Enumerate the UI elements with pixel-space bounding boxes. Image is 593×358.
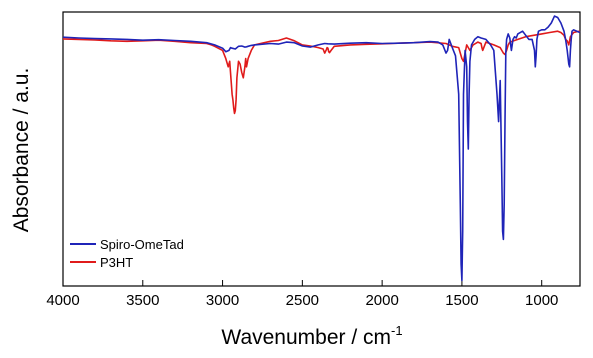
x-tick-label: 2000 — [365, 292, 398, 309]
x-axis-title-superscript: -1 — [391, 323, 403, 338]
x-axis-tick-labels: 4000 3500 3000 2500 2000 1500 1000 — [46, 292, 558, 309]
legend: Spiro-OmeTad P3HT — [70, 237, 184, 270]
x-axis-title: Wavenumber / cm-1 — [221, 323, 402, 349]
x-tick-label: 2500 — [286, 292, 319, 309]
x-tick-label: 3500 — [126, 292, 159, 309]
x-tick-label: 1500 — [445, 292, 478, 309]
x-tick-label: 1000 — [525, 292, 558, 309]
series-layer — [62, 15, 581, 282]
y-axis-title: Absorbance / a.u. — [10, 68, 33, 233]
x-tick-label: 3000 — [206, 292, 239, 309]
x-axis-title-main: Wavenumber / cm — [221, 326, 391, 349]
x-tick-label: 4000 — [46, 292, 79, 309]
series-line-spiro-ometad — [62, 15, 581, 282]
legend-label-p3ht: P3HT — [100, 255, 133, 270]
legend-label-spiro-ometad: Spiro-OmeTad — [100, 237, 184, 252]
series-line-p3ht — [62, 30, 581, 115]
